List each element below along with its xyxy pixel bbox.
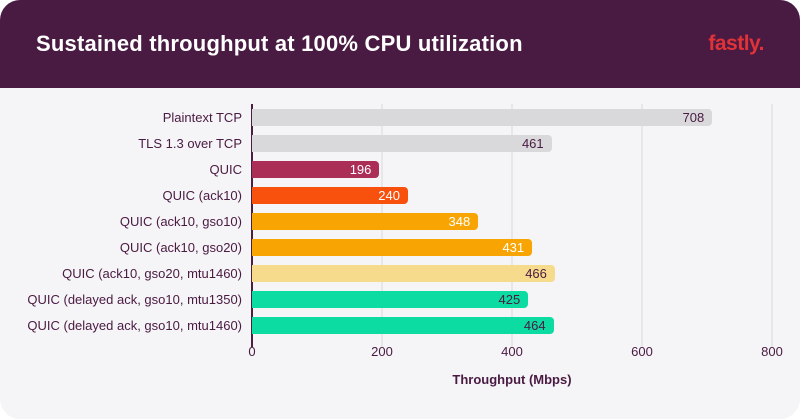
bar: 196 [252,160,380,178]
bar-label: QUIC (ack10, gso20, mtu1460) [62,265,242,281]
bar-chart: Plaintext TCP TLS 1.3 over TCP QUIC QUIC (a… [0,88,800,347]
chart-row: 240 [252,182,772,208]
chart-row: 196 [252,156,772,182]
header: Sustained throughput at 100% CPU utiliza… [0,0,800,88]
bar-value: 466 [525,265,547,281]
bar-value: 461 [521,135,544,151]
x-tick-label: 0 [248,344,256,359]
bar-label: QUIC (ack10, gso20) [119,239,242,255]
bar-value: 240 [378,187,400,203]
bar: 461 [252,134,552,152]
bar-value: 464 [523,317,546,333]
bar-label: TLS 1.3 over TCP [138,135,242,151]
bar-label: QUIC (ack10) [162,187,242,203]
chart-row: 461 [252,130,772,156]
chart-body: Plaintext TCP TLS 1.3 over TCP QUIC QUIC (a… [0,88,800,419]
chart-row: 348 [252,208,772,234]
gridline [641,104,643,347]
bar-label: Plaintext TCP [162,109,242,125]
x-axis-label: Throughput (Mbps) [452,372,572,387]
x-tick-label: 800 [761,344,783,359]
fastly-logo: fastly. [708,32,764,55]
chart-row: 464 [252,312,772,338]
bar-value: 708 [682,109,705,125]
bar: 431 [252,238,533,256]
plot-area: 708 461 196 240 348 431 466 425 464 [251,104,773,347]
bar: 348 [252,212,479,230]
x-tick-label: 200 [371,344,393,359]
bar-label: QUIC [209,161,243,177]
bar-labels: Plaintext TCP TLS 1.3 over TCP QUIC QUIC (a… [0,104,252,338]
chart-row: 466 [252,260,772,286]
chart-row: 708 [252,104,772,130]
x-tick-label: 600 [631,344,653,359]
bar: 708 [252,108,713,126]
bar-rows: 708 461 196 240 348 431 466 425 464 [252,104,772,338]
x-axis-ticks: 0 200 400 600 800 [248,338,782,364]
bar-label: QUIC (delayed ack, gso10, mtu1350) [27,291,242,307]
chart-row: 425 [252,286,772,312]
bar: 425 [252,290,529,308]
bar: 466 [252,264,555,282]
bar-label: QUIC (ack10, gso10) [119,213,242,229]
bar-value: 348 [448,213,471,229]
bar: 464 [252,316,554,334]
page-title: Sustained throughput at 100% CPU utiliza… [36,31,523,56]
bar: 240 [252,186,408,204]
bar-value: 196 [349,161,372,177]
bar-value: 431 [502,239,525,255]
gridline [511,104,513,347]
bar-value: 425 [498,291,521,307]
x-tick-label: 400 [501,344,523,359]
bar-label: QUIC (delayed ack, gso10, mtu1460) [27,317,242,333]
gridline [771,104,773,347]
chart-row: 431 [252,234,772,260]
